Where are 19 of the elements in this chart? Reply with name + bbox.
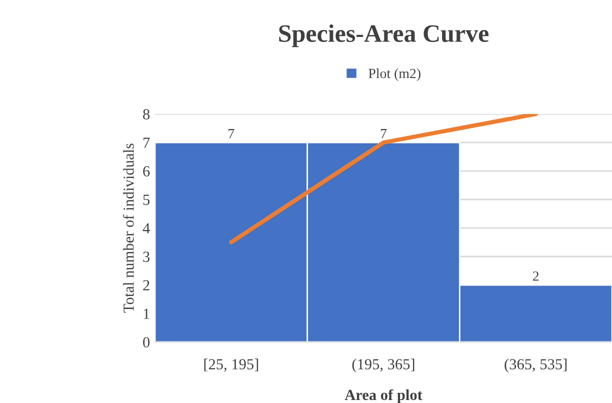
y-tick-label: 8 — [143, 109, 150, 120]
y-tick-label: 1 — [144, 308, 150, 319]
x-tick-label: (365, 535] — [504, 358, 567, 373]
data-label: 2 — [532, 271, 539, 281]
y-tick-label: 3 — [143, 252, 150, 262]
y-axis-title: Total number of individuals — [122, 144, 134, 313]
x-axis-title: Area of plot — [344, 389, 422, 403]
y-tick-label: 2 — [143, 280, 150, 290]
x-tick-label: [25, 195] — [204, 358, 258, 372]
y-tick-label: 5 — [143, 194, 150, 205]
y-tick-label: 7 — [144, 138, 150, 148]
x-tick-label: (195, 365] — [352, 358, 414, 373]
data-label: 7 — [380, 129, 387, 138]
y-tick-label: 4 — [142, 223, 150, 234]
data-label: 7 — [228, 129, 234, 138]
legend-label: Plot (m2) — [368, 68, 420, 81]
y-tick-label: 6 — [143, 166, 150, 176]
chart-title: Species-Area Curve — [279, 24, 488, 48]
y-tick-label: 0 — [143, 337, 150, 348]
